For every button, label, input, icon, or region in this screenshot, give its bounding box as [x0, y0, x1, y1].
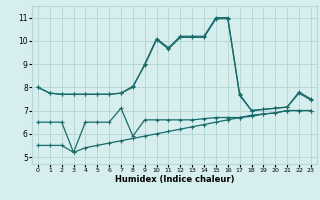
X-axis label: Humidex (Indice chaleur): Humidex (Indice chaleur): [115, 175, 234, 184]
